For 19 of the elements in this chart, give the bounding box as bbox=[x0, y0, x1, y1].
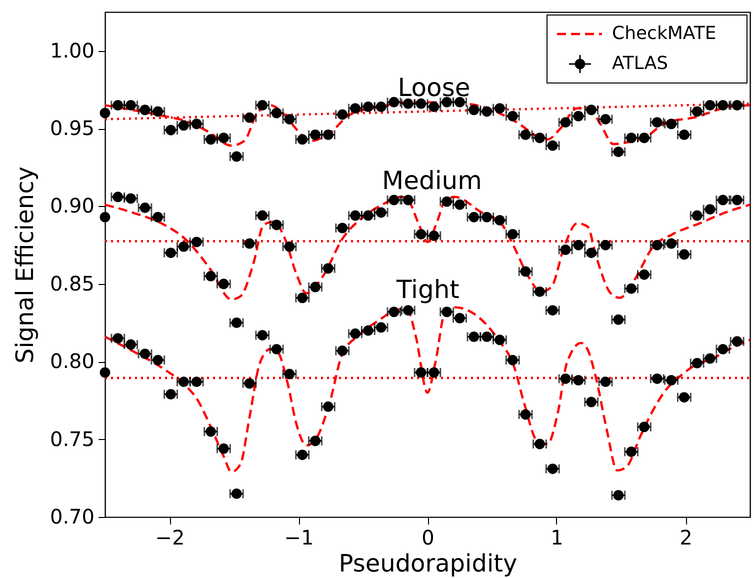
y-tick-label: 0.90 bbox=[50, 194, 94, 218]
annotation: Loose bbox=[398, 73, 470, 102]
y-axis-title: Signal Efficiency bbox=[10, 166, 39, 364]
x-tick-label: 0 bbox=[422, 526, 434, 550]
x-tick-label: 1 bbox=[550, 526, 564, 550]
y-tick-label: 0.80 bbox=[50, 349, 94, 374]
annotation: Medium bbox=[382, 166, 482, 195]
y-tick-label: 0.85 bbox=[50, 271, 94, 296]
y-tick-label: 1.00 bbox=[50, 38, 94, 62]
y-tick-label: 0.70 bbox=[50, 504, 94, 528]
annotation: Tight bbox=[396, 275, 460, 304]
x-axis-title: Pseudorapidity bbox=[338, 550, 518, 578]
y-tick-label: 0.75 bbox=[50, 426, 94, 451]
x-tick-label: 2 bbox=[680, 526, 692, 550]
x-tick-label: −1 bbox=[284, 526, 314, 550]
legend-label: CheckMATE bbox=[612, 23, 716, 44]
x-tick-label: −2 bbox=[155, 526, 185, 550]
y-tick-label: 0.95 bbox=[50, 116, 94, 140]
legend-label: ATLAS bbox=[612, 53, 668, 74]
